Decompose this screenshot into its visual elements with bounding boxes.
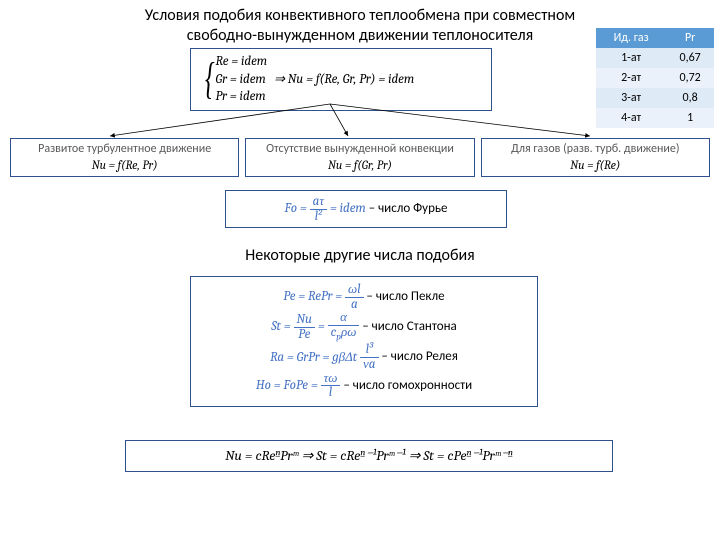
ra-num: l³ [360,343,378,358]
table-row: 4-ат1 [596,108,714,128]
branch-gases: Для газов (разв. турб. движение) Nu = f(… [481,138,710,177]
cell: 0,8 [666,88,714,108]
branch-eq: Nu = f(Re, Pr) [15,158,234,174]
branch-hdr: Отсутствие вынужденной конвекции [250,142,469,158]
cell: 3-ат [596,88,666,108]
th-gas: Ид. газ [596,28,666,48]
branch-turbulent: Развитое турбулентное движение Nu = f(Re… [10,138,239,177]
left-brace: { [205,57,215,101]
branch-free-convection: Отсутствие вынужденной конвекции Nu = f(… [245,138,474,177]
bottom-eq: Nu = cReⁿPrᵐ ⇒ St = cReⁿ⁻¹Prᵐ⁻¹ ⇒ St = c… [225,447,512,464]
pe-label: – число Пекле [366,289,444,304]
ra-den: νa [360,358,378,372]
st-num2: α [328,311,360,326]
title-line-2: свободно-вынужденном движении теплоносит… [187,26,533,45]
sys-gr: Gr = idem [215,72,265,87]
fo-num: aτ [310,195,327,210]
page-title: Условия подобия конвективного теплообмен… [70,0,650,46]
ra-sym: Ra = GrPr = gβΔt [270,350,357,365]
st-mid: = [318,319,325,334]
fo-frac: aτ l² [310,195,327,223]
ho-num: τω [321,372,341,387]
ho-den: l [321,386,341,400]
sys-pr: Pr = idem [215,89,265,104]
table-header-row: Ид. газ Pr [596,28,714,48]
peclet-row: Pe = RePr = ωla – число Пекле [199,283,529,311]
st-den2: cpρω [328,326,360,343]
st-den: Pe [294,328,315,342]
fo-tail: = idem [330,201,366,216]
cell: 0,72 [666,68,714,88]
fo-sym: Fo = [285,201,307,216]
branch-hdr: Развитое турбулентное движение [15,142,234,158]
branch-row: Развитое турбулентное движение Nu = f(Re… [10,138,710,177]
ra-label: – число Релея [381,350,458,365]
system-equations: Re = idem Gr = idem Pr = idem [215,53,267,106]
fo-formula: Fo = aτ l² = idem [285,201,369,216]
homochron-row: Ho = FoPe = τωl – число гомохронности [199,372,529,400]
th-pr: Pr [666,28,714,48]
st-sym: St = [271,319,290,334]
branch-eq: Nu = f(Re) [486,158,705,174]
fo-label: – число Фурье [369,201,448,216]
bottom-derivation: Nu = cReⁿPrᵐ ⇒ St = cReⁿ⁻¹Prᵐ⁻¹ ⇒ St = c… [125,440,613,472]
subtitle: Некоторые другие числа подобия [0,246,720,265]
sys-rhs: ⇒ Nu = f(Re, Gr, Pr) = idem [274,71,414,89]
cell: 1-ат [596,48,666,68]
title-line-1: Условия подобия конвективного теплообмен… [145,6,575,25]
cell: 4-ат [596,108,666,128]
ho-label: – число гомохронности [343,378,472,393]
fourier-box: Fo = aτ l² = idem – число Фурье [225,190,507,228]
table-row: 3-ат0,8 [596,88,714,108]
pe-den: a [345,298,364,312]
cell: 2-ат [596,68,666,88]
similarity-system-box: { Re = idem Gr = idem Pr = idem ⇒ Nu = f… [190,48,492,111]
rayleigh-row: Ra = GrPr = gβΔt l³νa – число Релея [199,343,529,371]
sys-re: Re = idem [215,54,267,69]
cell: 1 [666,108,714,128]
st-num: Nu [294,313,315,328]
stanton-row: St = NuPe = αcpρω – число Стантона [199,311,529,343]
st-label: – число Стантона [362,319,457,334]
fo-den: l² [310,210,327,224]
numbers-box: Pe = RePr = ωla – число Пекле St = NuPe … [190,276,538,407]
branch-hdr: Для газов (разв. турб. движение) [486,142,705,158]
cell: 0,67 [666,48,714,68]
prandtl-table: Ид. газ Pr 1-ат0,67 2-ат0,72 3-ат0,8 4-а… [596,28,714,128]
pe-num: ωl [345,283,364,298]
table-row: 1-ат0,67 [596,48,714,68]
ho-sym: Ho = FoPe = [256,378,318,393]
table-row: 2-ат0,72 [596,68,714,88]
branch-eq: Nu = f(Gr, Pr) [250,158,469,174]
pe-sym: Pe = RePr = [283,289,342,304]
